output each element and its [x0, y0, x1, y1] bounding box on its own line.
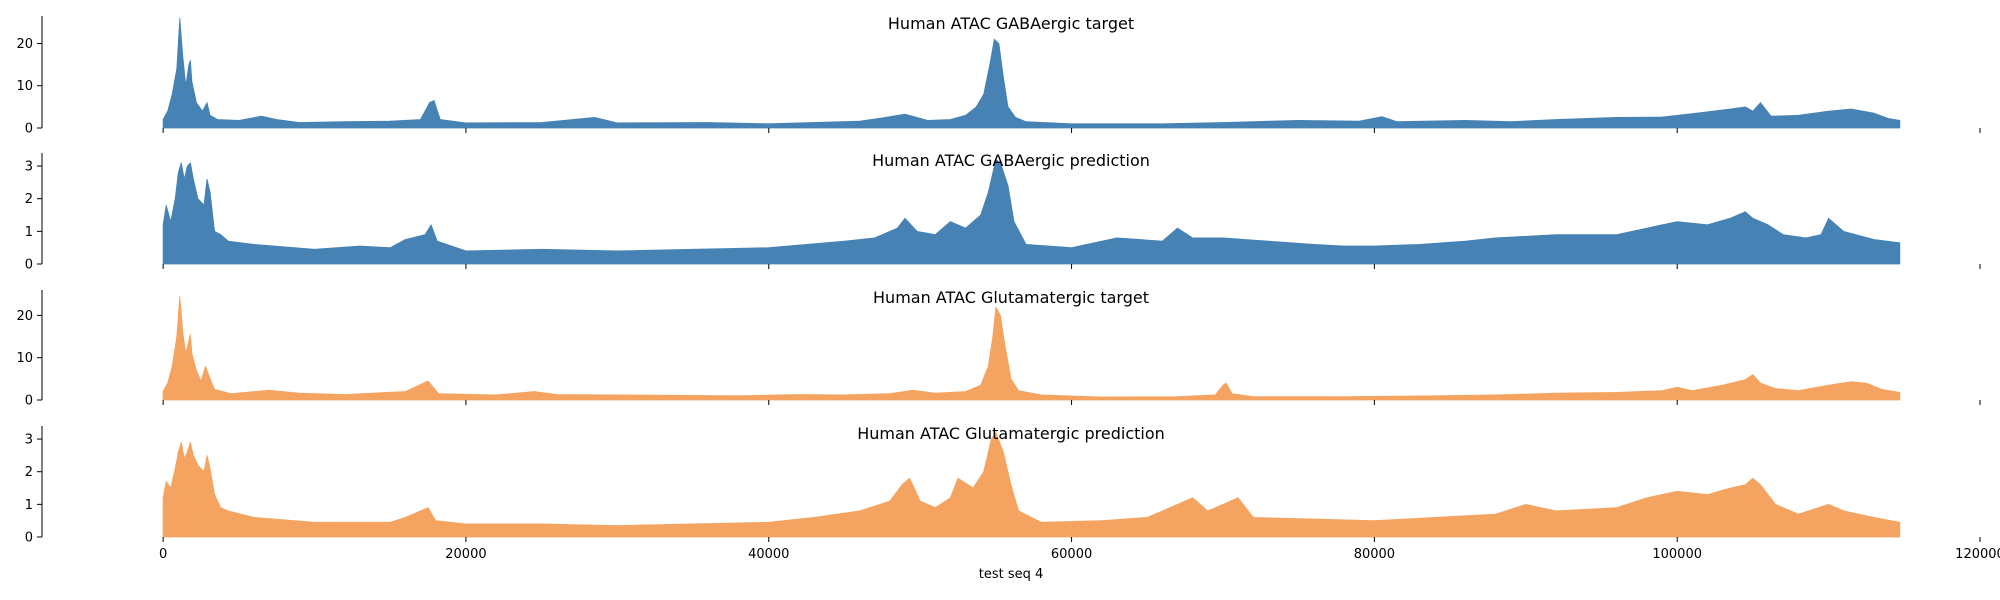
x-tick-label: 120000 — [1955, 547, 2000, 562]
y-tick-label: 2 — [25, 465, 33, 480]
y-tick-label: 3 — [25, 160, 33, 175]
series-area — [162, 159, 1901, 265]
series-area — [162, 17, 1901, 129]
y-tick-label: 1 — [25, 225, 33, 240]
x-tick-label: 20000 — [445, 547, 486, 562]
x-tick-label: 40000 — [748, 547, 789, 562]
y-tick-label: 0 — [25, 122, 33, 137]
x-tick-label: 60000 — [1051, 547, 1092, 562]
y-tick-label: 20 — [16, 37, 33, 52]
panel-title: Human ATAC Glutamatergic prediction — [857, 424, 1165, 443]
y-tick-label: 2 — [25, 192, 33, 207]
y-tick-label: 1 — [25, 498, 33, 513]
y-tick-label: 20 — [16, 309, 33, 324]
y-tick-label: 0 — [25, 531, 33, 546]
panel-2: 0 1 2 3 Human ATAC GABAergic prediction — [25, 151, 1981, 273]
y-tick-label: 0 — [25, 394, 33, 409]
y-tick-label: 0 — [25, 258, 33, 273]
panel-title: Human ATAC GABAergic prediction — [872, 151, 1150, 170]
panel-1: 0 10 20 Human ATAC GABAergic target — [16, 14, 1981, 137]
y-tick-label: 3 — [25, 433, 33, 448]
panel-3: 0 10 20 Human ATAC Glutamatergic target — [16, 288, 1981, 409]
panel-title: Human ATAC GABAergic target — [888, 14, 1134, 33]
y-tick-label: 10 — [16, 79, 33, 94]
panel-title: Human ATAC Glutamatergic target — [873, 288, 1149, 307]
panel-4: 0 1 2 3 Human ATAC Glutamatergic prediction 0… — [25, 424, 2000, 582]
x-tick-label: 0 — [159, 547, 167, 562]
x-tick-label: 100000 — [1652, 547, 1702, 562]
series-area — [162, 432, 1901, 538]
x-tick-label: 80000 — [1354, 547, 1395, 562]
x-axis-label: test seq 4 — [979, 567, 1044, 582]
y-tick-label: 10 — [16, 351, 33, 366]
series-area — [162, 295, 1901, 401]
